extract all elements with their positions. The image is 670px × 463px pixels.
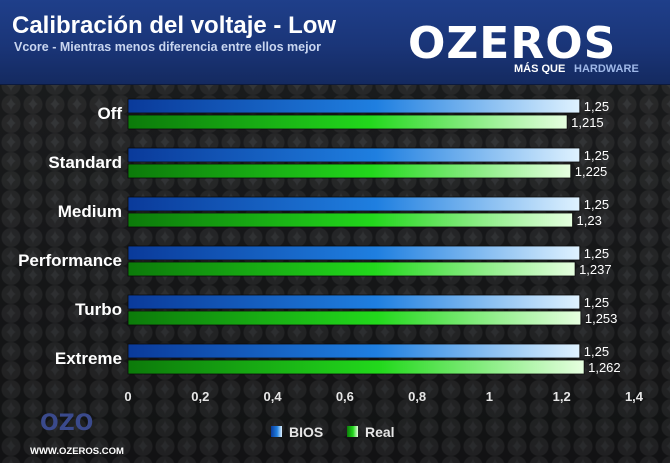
x-tick-label: 1,2	[553, 389, 571, 404]
category-label: Performance	[18, 251, 122, 270]
legend-label-real: Real	[365, 424, 395, 440]
bar-bios	[127, 245, 581, 261]
bar-bios	[127, 294, 581, 310]
footer-url: WWW.OZEROS.COM	[30, 446, 124, 457]
value-label: 1,25	[584, 295, 609, 310]
chart-title: Calibración del voltaje - Low	[12, 12, 337, 39]
x-tick-label: 0,6	[336, 389, 354, 404]
value-label: 1,25	[584, 99, 609, 114]
value-label: 1,25	[584, 344, 609, 359]
category-label: Medium	[58, 202, 122, 221]
value-label: 1,225	[575, 164, 608, 179]
bar-real	[127, 114, 568, 130]
category-label: Turbo	[75, 300, 122, 319]
footer-logo: OZO WWW.OZEROS.COM	[30, 411, 124, 457]
bar-real	[127, 359, 585, 375]
x-tick-label: 1	[486, 389, 493, 404]
legend: BIOS Real	[271, 424, 395, 440]
logo-wordmark: OZEROS	[408, 22, 616, 69]
bar-bios	[127, 98, 581, 114]
chart-subtitle: Vcore - Mientras menos diferencia entre …	[14, 40, 322, 54]
bar-bios	[127, 343, 581, 359]
legend-label-bios: BIOS	[289, 424, 323, 440]
legend-swatch-bios	[271, 426, 282, 437]
value-label: 1,23	[577, 213, 602, 228]
footer-logo-mark: OZO	[40, 411, 93, 436]
ozeros-logo: OZEROS MÁS QUE HARDWARE	[408, 22, 639, 74]
header-banner: Calibración del voltaje - Low Vcore - Mi…	[0, 0, 670, 85]
bar-bios	[127, 147, 581, 163]
legend-swatch-real	[347, 426, 358, 437]
bar-real	[127, 163, 572, 179]
x-tick-label: 0	[124, 389, 131, 404]
value-label: 1,262	[588, 360, 621, 375]
logo-tagline-b: HARDWARE	[574, 63, 639, 74]
x-tick-label: 0,4	[264, 389, 283, 404]
category-label: Off	[97, 104, 122, 123]
logo-tagline-a: MÁS QUE	[514, 62, 565, 74]
bar-real	[127, 261, 576, 277]
bar-real	[127, 310, 582, 326]
x-tick-label: 1,4	[625, 389, 644, 404]
category-label: Standard	[48, 153, 122, 172]
value-label: 1,25	[584, 197, 609, 212]
value-label: 1,253	[585, 311, 618, 326]
value-label: 1,25	[584, 246, 609, 261]
category-label: Extreme	[55, 349, 122, 368]
value-label: 1,237	[579, 262, 612, 277]
x-tick-label: 0,2	[191, 389, 209, 404]
bar-bios	[127, 196, 581, 212]
value-label: 1,215	[571, 115, 604, 130]
x-tick-label: 0,8	[408, 389, 426, 404]
x-axis-ticks: 0 0,2 0,4 0,6 0,8 1 1,2 1,4	[124, 389, 643, 404]
value-label: 1,25	[584, 148, 609, 163]
bar-real	[127, 212, 573, 228]
